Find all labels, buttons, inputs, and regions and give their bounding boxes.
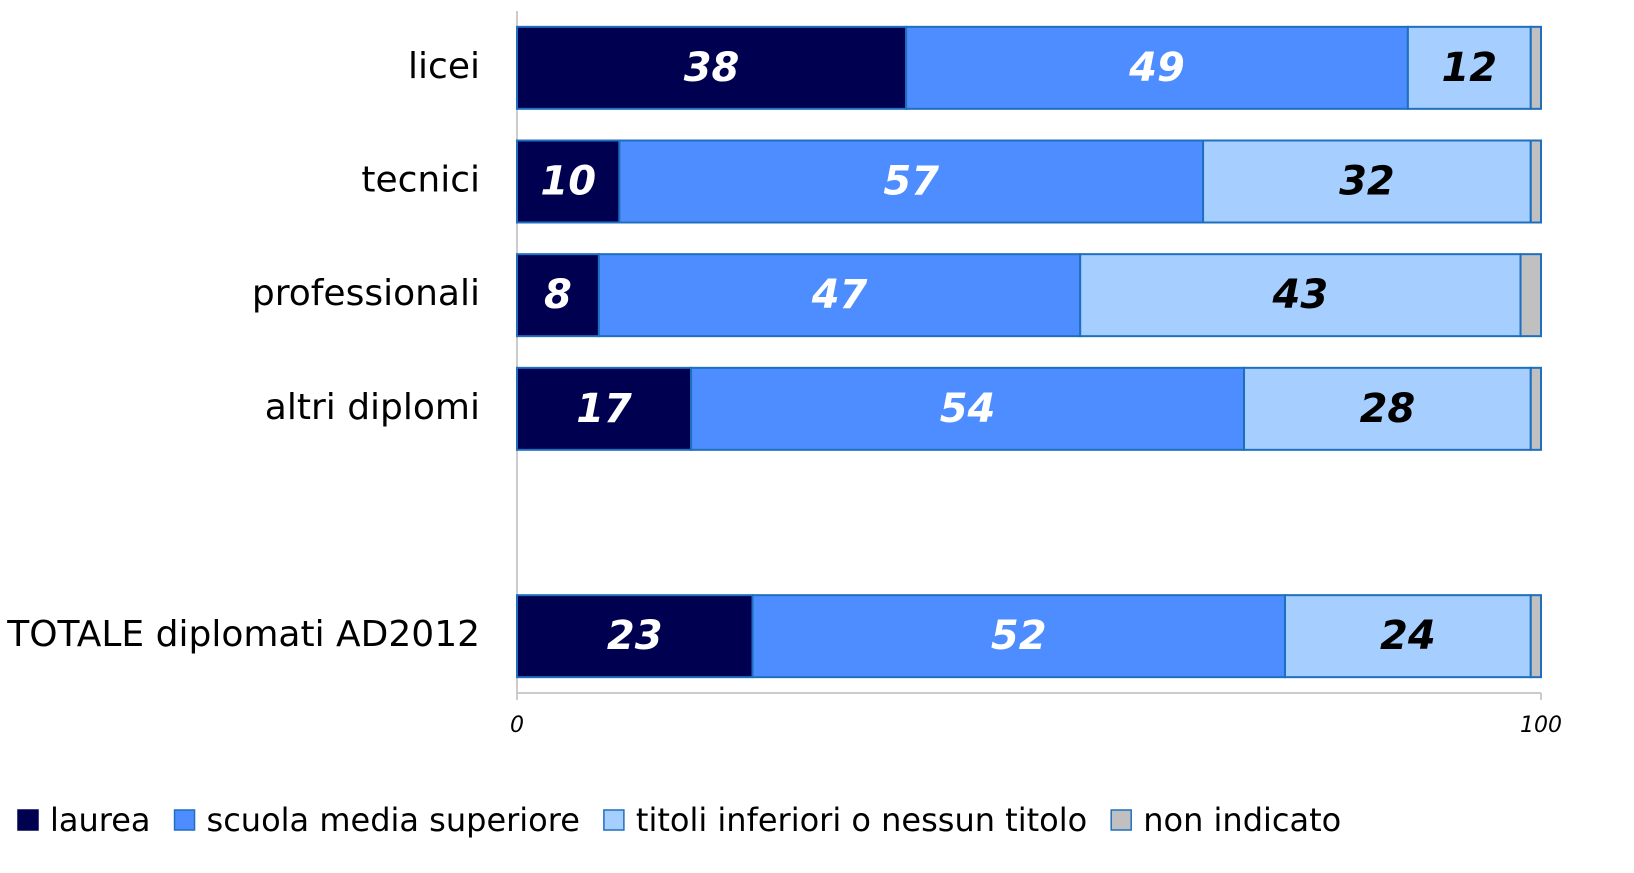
data-label: 12 [1441,45,1497,91]
bar-segment [1079,253,1522,338]
bar-segment [516,139,621,224]
bar-segment [516,25,908,110]
bar-segment [1243,366,1532,451]
bar-segment [1202,139,1532,224]
legend-swatch [1110,809,1132,831]
data-label: 32 [1339,159,1395,205]
legend-label: laurea [50,801,151,839]
bar-segment [751,594,1286,679]
bar-segment [516,594,754,679]
bar-segment [690,366,1246,451]
bar-segment [905,25,1409,110]
bar-segment [1529,366,1543,451]
category-label: altri diplomi [265,387,480,428]
category-label: professionali [252,273,480,314]
data-label: 52 [991,613,1047,659]
bar-segment [1529,594,1543,679]
data-label: 10 [540,159,596,205]
legend-swatch [17,809,39,831]
data-label: 17 [576,386,632,432]
bar-segment [516,366,693,451]
legend-label: scuola media superiore [207,801,580,839]
bar-segment [1529,139,1543,224]
x-tick-label: 100 [1520,713,1562,738]
data-label: 49 [1128,45,1185,91]
bar-segment [1519,253,1543,338]
data-label: 54 [940,386,996,432]
bar-segment [618,139,1205,224]
legend-swatch [173,809,196,831]
data-label: 43 [1272,272,1329,318]
category-label: tecnici [361,160,480,201]
legend-label: non indicato [1143,801,1341,839]
data-label: 57 [883,159,939,205]
data-label: 47 [811,272,868,318]
category-label: TOTALE diplomati AD2012 [6,614,480,655]
legend-swatch [603,809,625,831]
data-label: 38 [684,45,740,91]
data-label: 28 [1360,386,1416,432]
data-label: 8 [544,272,572,318]
data-label: 24 [1380,613,1436,659]
data-label: 23 [607,613,663,659]
bar-segment [1406,25,1532,110]
category-label: licei [408,46,480,87]
bar-segment [1529,25,1543,110]
legend-label: titoli inferiori o nessun titolo [636,801,1087,839]
x-tick-label: 0 [510,713,524,738]
